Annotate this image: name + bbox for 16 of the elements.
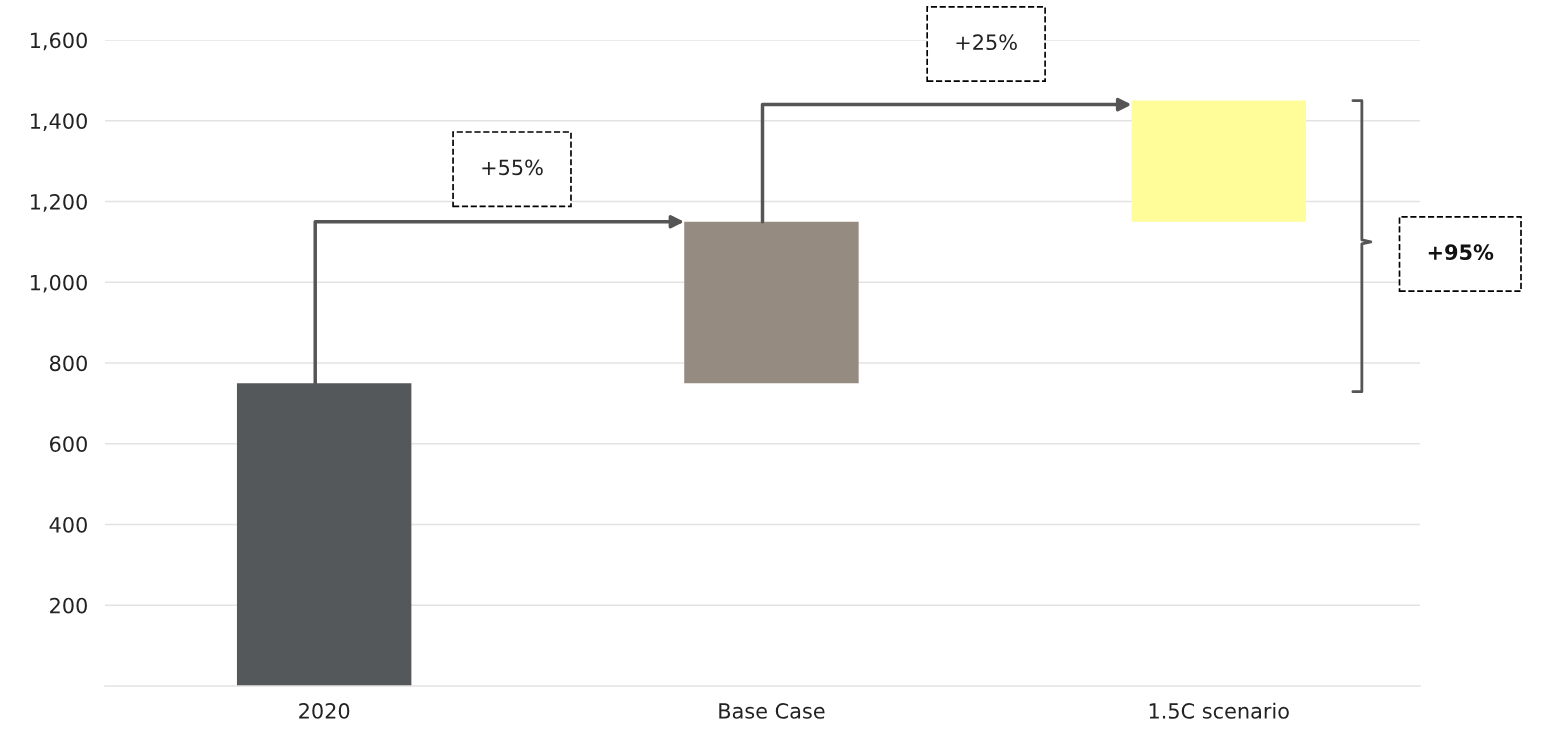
y-tick-label: 600 — [50, 436, 87, 452]
x-tick-label: 1.5C scenario — [1149, 702, 1289, 719]
y-tick-label: 800 — [49, 355, 87, 372]
y-tick-label: 1,000 — [30, 274, 87, 293]
y-tick-label: 400 — [49, 516, 87, 533]
x-tick-label: Base Case — [719, 703, 825, 719]
bar — [684, 221, 859, 384]
text: +95% — [1428, 244, 1494, 261]
annotation: +55% — [482, 159, 543, 176]
annotation: +25% — [956, 34, 1017, 51]
bar — [1131, 100, 1306, 222]
y-tick-label: 1,200 — [30, 193, 87, 212]
y-tick-label: 1,600 — [30, 32, 87, 51]
y-tick-label: 1,400 — [30, 113, 87, 132]
y-tick-label: 200 — [50, 597, 87, 614]
x-tick-label: 2020 — [299, 703, 350, 719]
